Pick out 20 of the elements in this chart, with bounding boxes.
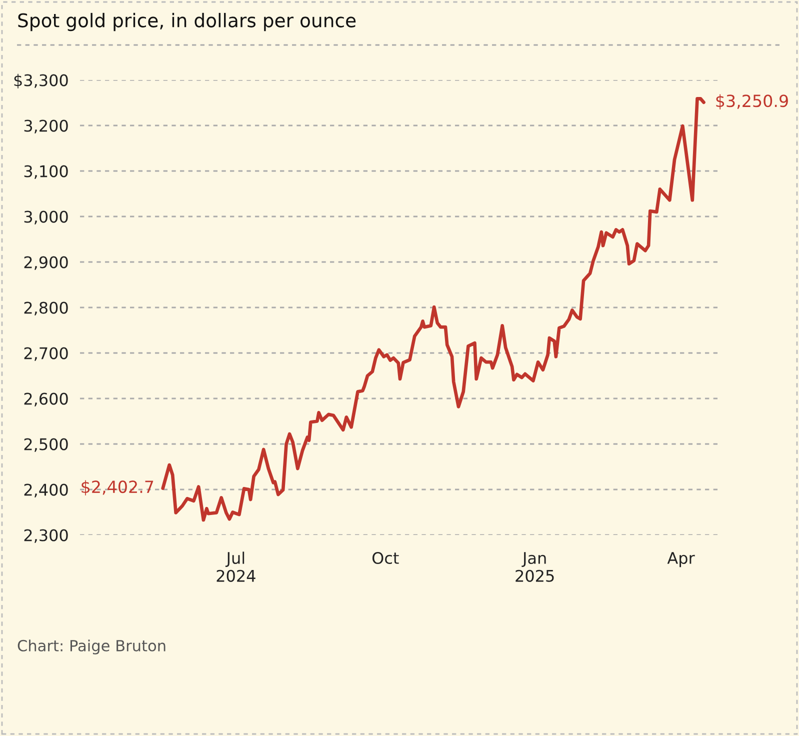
chart-title: Spot gold price, in dollars per ounce [18,12,356,32]
y-tick-label: $3,300 [14,74,68,88]
text: Chart: Paige Bruton [18,640,166,654]
y-tick-label: 2,900 [24,256,68,270]
annotation: $3,250.9 [716,94,788,110]
y-tick-label: 2,700 [24,347,68,361]
line-series [161,96,706,522]
x-tick-label: Jan 2025 [516,552,554,582]
x-tick-label: Apr [667,552,695,568]
y-tick-label: 2,600 [24,392,68,406]
y-tick-label: 2,300 [24,529,68,543]
x-tick-label: Jul 2024 [216,552,256,582]
x-tick-label: Oct [372,552,399,564]
y-tick-label: 2,500 [24,438,68,452]
annotation: $2,402.7 [82,480,154,496]
y-tick-label: 2,800 [24,302,68,316]
y-tick-label: 3,100 [24,165,68,179]
y-tick-label: 3,000 [24,210,68,224]
y-tick-label: 3,200 [24,120,68,134]
y-tick-label: 2,400 [24,484,68,498]
